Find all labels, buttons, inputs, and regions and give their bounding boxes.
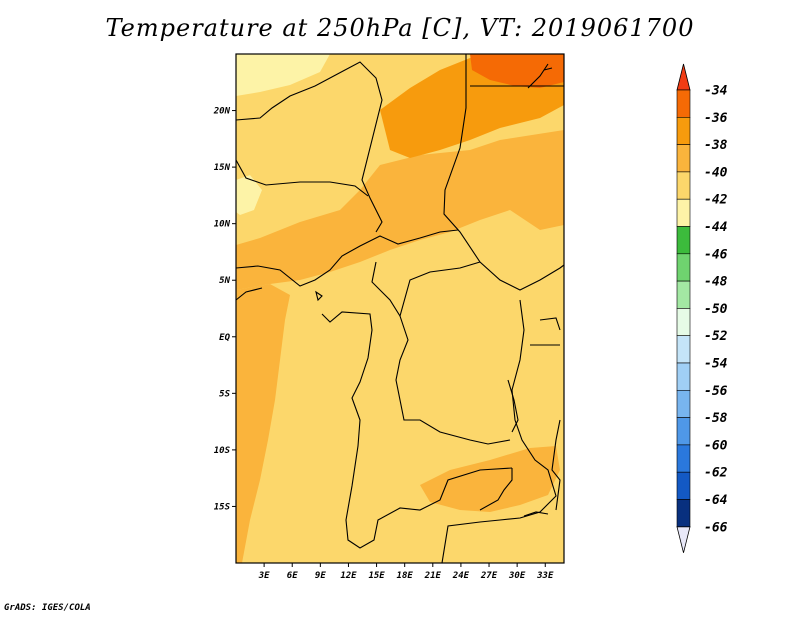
border-sahel [235,159,369,197]
colorbar-swatch [676,389,691,418]
colorbar-label: -46 [704,247,728,262]
border-drc [395,315,511,445]
colorbar: -34 -36 -38 -40 -42 -44 -46 -48 -50 -52 -54 -56 -58 -… [676,63,728,553]
lat-tick-label: 5S [219,389,230,399]
colorbar-label: -34 [704,84,728,99]
colorbar-label: -48 [704,275,728,290]
grads-credit: GrADS: IGES/COLA [4,603,91,613]
map-frame [235,53,565,564]
border-car [371,261,481,318]
lat-tick-label: 15S [214,502,231,512]
colorbar-swatch [676,471,691,500]
longitude-axis: 3E 6E 9E 12E 15E 18E 21E 24E 27E 30E 33E [258,563,554,581]
colorbar-swatch [676,362,691,391]
lon-tick-label: 3E [258,571,270,581]
colorbar-label: -56 [704,384,728,399]
lon-tick-label: 33E [536,571,554,581]
colorbar-label: -42 [704,193,728,208]
field-pale-west [236,175,262,215]
field-deep-orange-ne [470,54,564,88]
colorbar-label: -66 [704,520,728,535]
colorbar-top-arrow [676,63,691,91]
colorbar-swatch [676,335,691,364]
lon-tick-label: 18E [397,571,414,581]
latitude-axis: 20N 15N 10N 5N EQ 5S 10S 15S [213,107,236,512]
lat-tick-label: 10S [214,446,231,456]
field-band-north [236,130,564,290]
lon-tick-label: 27E [480,571,498,581]
lake-tanganyika [507,379,519,433]
border-west-africa [235,61,383,233]
colorbar-swatch [676,280,691,309]
colorbar-label: -50 [704,302,728,317]
border-east-africa [441,299,557,564]
field-west-tongue [236,284,290,563]
colorbar-label: -52 [704,329,728,344]
colorbar-label: -62 [704,466,728,481]
border-gabon-coast [235,287,263,301]
lat-tick-label: EQ [219,333,230,343]
lat-tick-label: 5N [219,276,230,286]
colorbar-label: -40 [704,165,728,180]
lon-tick-label: 30E [508,571,526,581]
border-malawi [551,419,561,511]
colorbar-swatch [676,89,691,118]
map-title: Temperature at 250hPa [C], VT: 201906170… [105,14,695,42]
colorbar-label: -60 [704,438,728,453]
lon-tick-label: 24E [452,571,470,581]
colorbar-swatch [676,198,691,227]
lon-tick-label: 21E [424,571,442,581]
colorbar-label: -58 [704,411,728,426]
colorbar-label: -44 [704,220,728,235]
colorbar-label: -36 [704,111,728,126]
colorbar-label: -38 [704,138,728,153]
lat-tick-label: 15N [214,163,231,173]
colorbar-swatch [676,308,691,336]
temperature-field [236,54,564,563]
lon-tick-label: 12E [340,571,357,581]
colorbar-swatch [676,417,691,446]
borders-layer [235,54,565,564]
colorbar-swatch [676,117,691,145]
lon-tick-label: 6E [287,571,298,581]
colorbar-swatch [676,499,691,528]
border-chad-sudan [443,54,565,291]
island-bioko [315,290,323,302]
border-congo-angola [321,311,513,549]
colorbar-label: -64 [704,493,728,508]
colorbar-swatch [676,171,691,200]
map-panel: 20N 15N 10N 5N EQ 5S 10S 15S 3E 6E 9E 12E 15E 18E 21E… [213,53,565,581]
border-great-lakes [530,317,561,346]
field-southeast-blob [420,446,560,512]
colorbar-swatch [676,226,691,255]
field-pale-nw [236,54,330,96]
lake-kariba [523,511,549,517]
colorbar-swatch [676,253,691,282]
lat-tick-label: 10N [214,220,231,230]
coast-nile-delta [527,63,553,89]
colorbar-label: -54 [704,357,728,372]
colorbar-swatch [676,444,691,473]
colorbar-swatch [676,144,691,173]
border-zambia [479,468,513,511]
lon-tick-label: 9E [315,571,326,581]
lon-tick-label: 15E [368,571,385,581]
colorbar-bottom-arrow [676,526,691,553]
lat-tick-label: 20N [213,107,231,117]
border-gulf-coast [235,229,459,287]
